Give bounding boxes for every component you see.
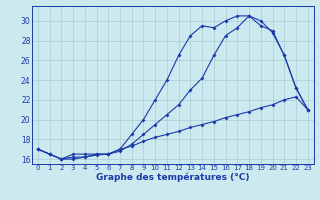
X-axis label: Graphe des températures (°C): Graphe des températures (°C): [96, 173, 250, 182]
